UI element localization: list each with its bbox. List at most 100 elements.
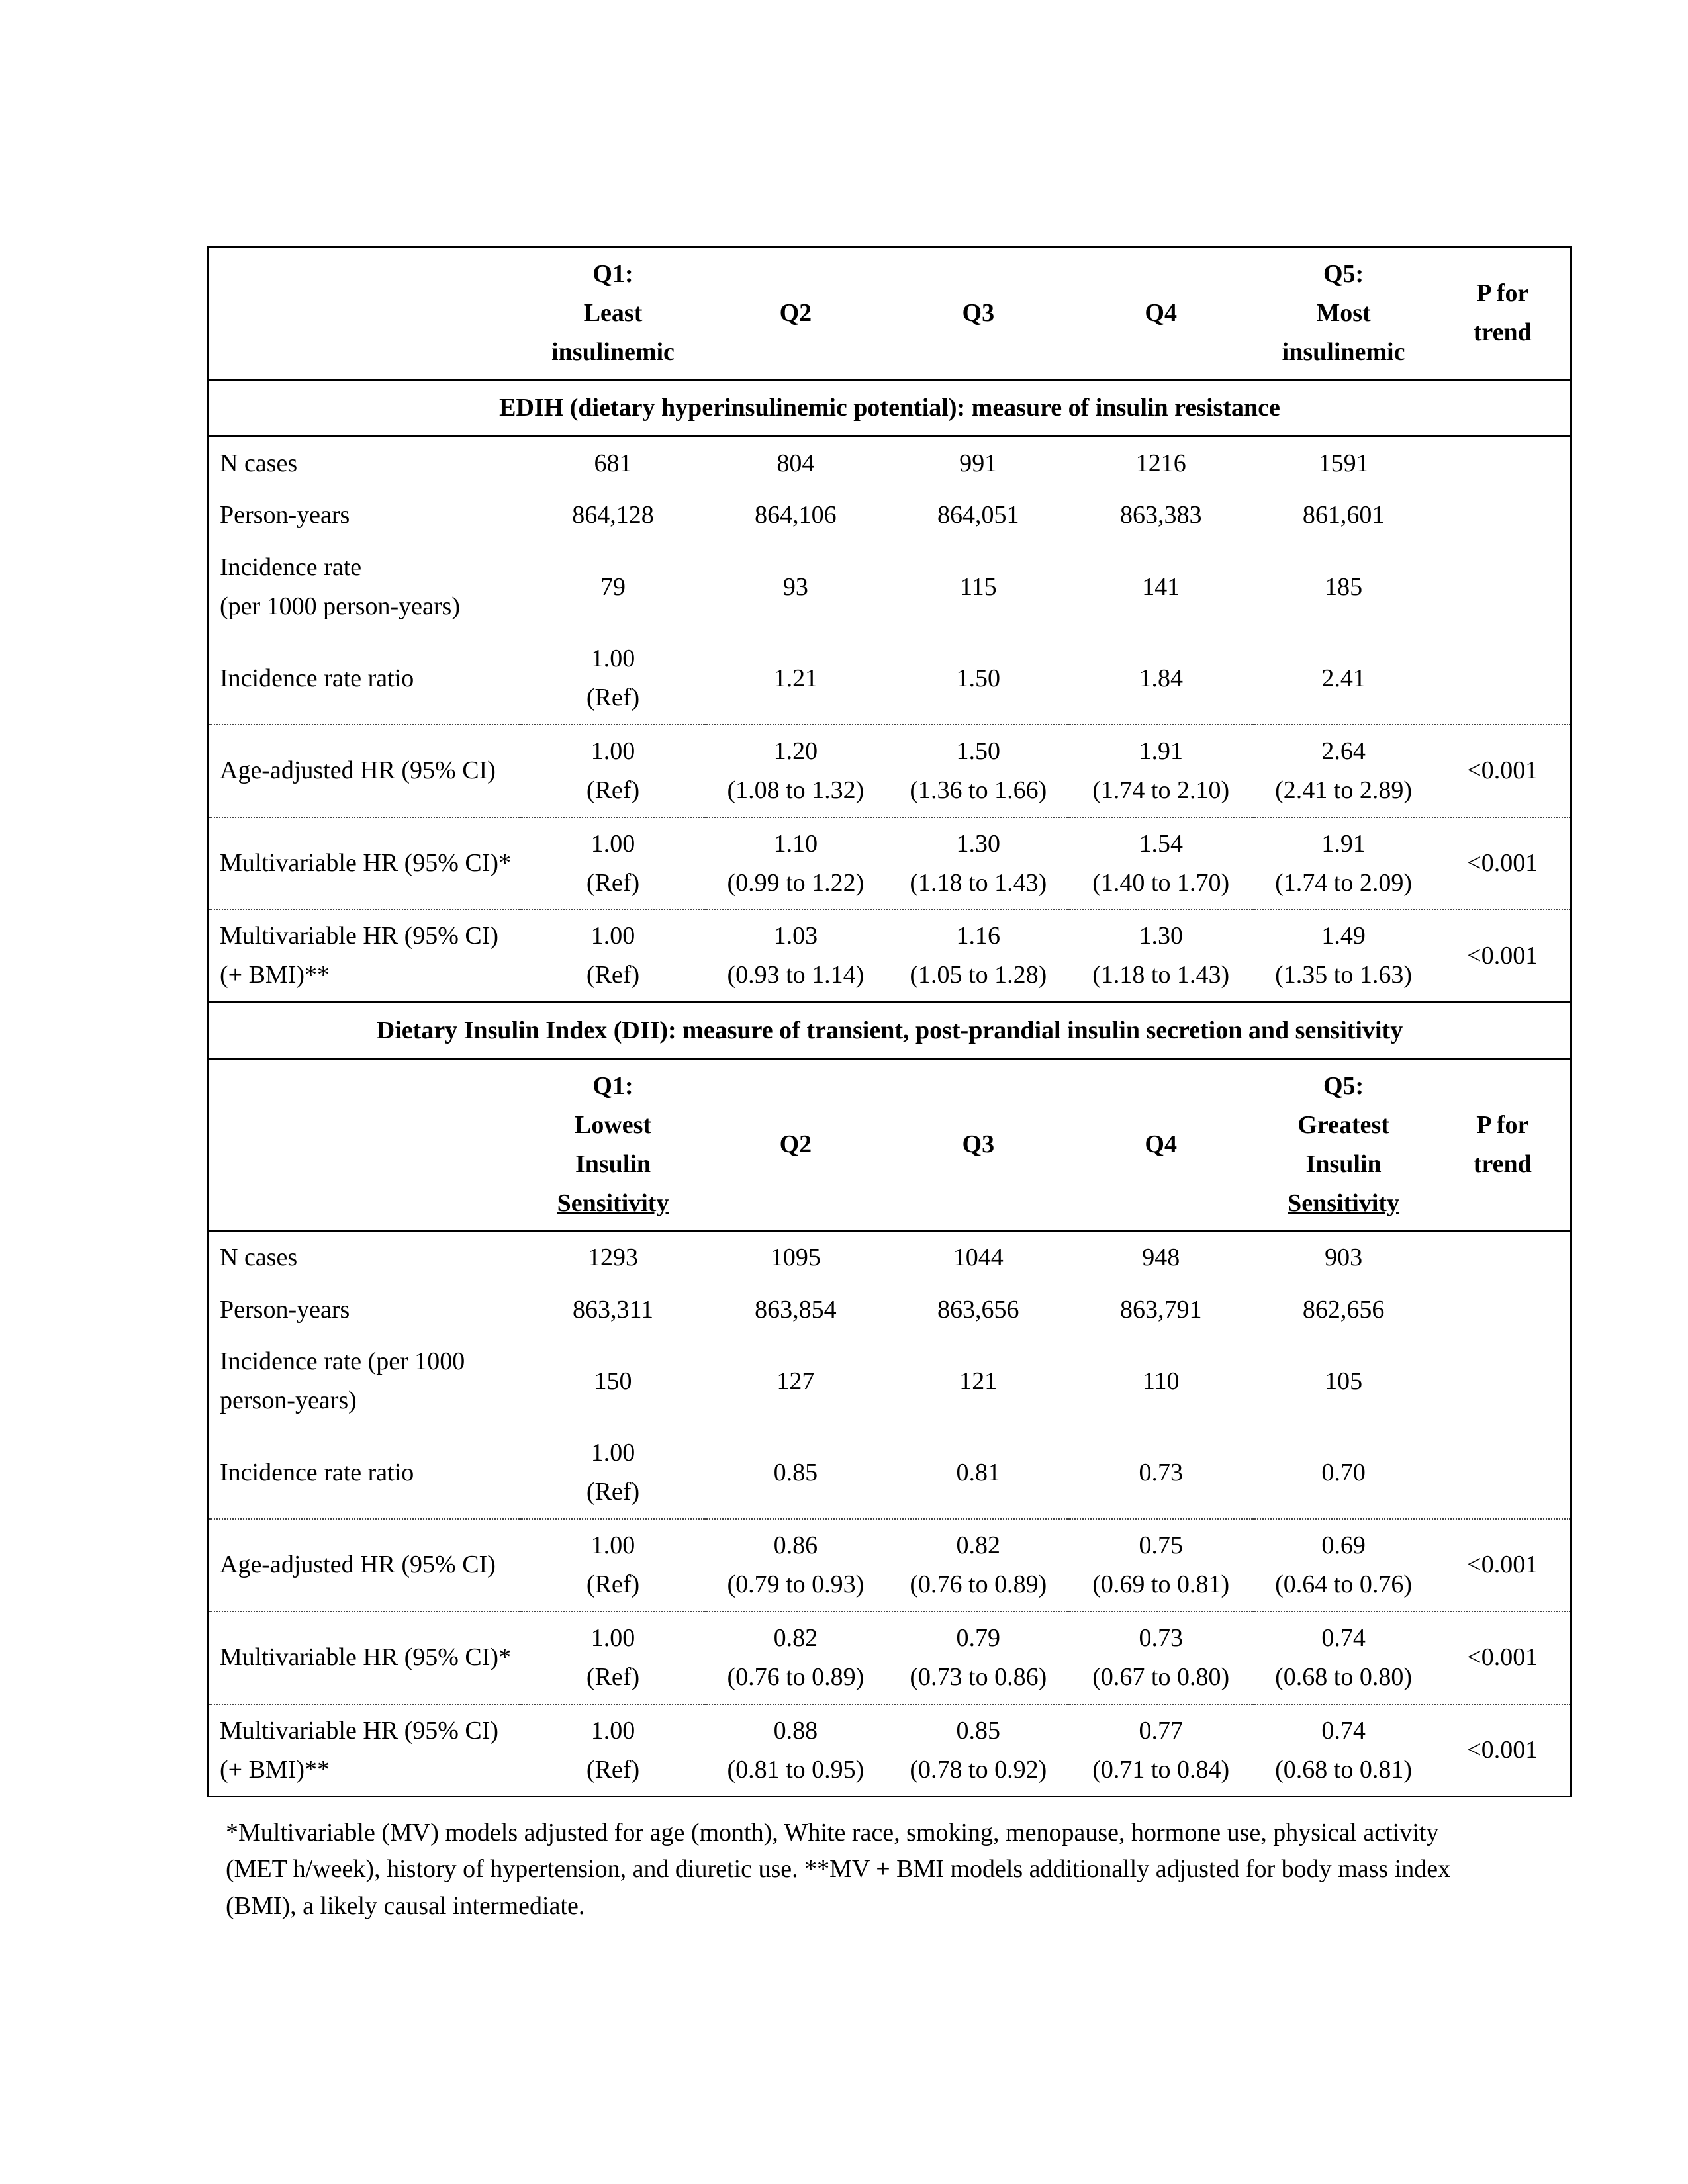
cell-ci: (1.18 to 1.43) bbox=[1092, 961, 1230, 989]
cell-value: 1.50 bbox=[956, 737, 1001, 765]
cell-value: 1.10 bbox=[773, 829, 818, 858]
table-row: Multivariable HR (95% CI)* 1.00 (Ref) 0.… bbox=[208, 1610, 1571, 1704]
cell-value: 1.00 bbox=[590, 1531, 635, 1560]
cell-value: <0.001 bbox=[1467, 1643, 1538, 1672]
p-trend-cell bbox=[1435, 436, 1571, 489]
cell-ci: (0.67 to 0.80) bbox=[1092, 1662, 1230, 1691]
header-line: Q5: bbox=[1323, 1072, 1364, 1101]
data-cell: 864,106 bbox=[704, 489, 887, 541]
data-cell: 0.74 (0.68 to 0.81) bbox=[1252, 1703, 1435, 1797]
row-label: Incidence rate ratio bbox=[209, 633, 522, 725]
cell-value: 1.00 bbox=[590, 1716, 635, 1745]
cell-value: 1044 bbox=[953, 1243, 1004, 1271]
cell-value: 2.41 bbox=[1321, 664, 1366, 692]
header-line: Q3 bbox=[962, 1130, 995, 1159]
results-table: Q1: Least insulinemic Q2 Q3 Q4 Q5: Most … bbox=[207, 246, 1572, 1798]
cell-value: 1293 bbox=[588, 1243, 639, 1271]
table-row: Multivariable HR (95% CI) (+ BMI)** 1.00… bbox=[208, 909, 1571, 1003]
header-line: Q4 bbox=[1145, 298, 1177, 327]
data-cell: 1.00 (Ref) bbox=[522, 1703, 704, 1797]
data-cell: 0.86 (0.79 to 0.93) bbox=[704, 1518, 887, 1612]
cell-value: 863,854 bbox=[755, 1295, 837, 1324]
data-cell: 861,601 bbox=[1252, 489, 1435, 541]
row-label-line: (+ BMI)** bbox=[220, 1755, 330, 1784]
header-line: Insulin bbox=[575, 1150, 651, 1178]
data-cell: 115 bbox=[887, 541, 1070, 633]
data-cell: 1.00 (Ref) bbox=[522, 1610, 704, 1704]
cell-ci: (1.35 to 1.63) bbox=[1275, 961, 1413, 989]
data-cell: 863,383 bbox=[1070, 489, 1252, 541]
table-row: Incidence rate ratio 1.00 (Ref) 0.85 0.8… bbox=[209, 1427, 1571, 1519]
cell-value: 864,128 bbox=[572, 501, 654, 529]
row-label: N cases bbox=[209, 1230, 522, 1283]
data-cell: 0.79 (0.73 to 0.86) bbox=[886, 1610, 1070, 1704]
data-cell: 1.00 (Ref) bbox=[522, 909, 704, 1003]
data-cell: 863,791 bbox=[1070, 1284, 1252, 1336]
cell-value: 1.00 bbox=[590, 645, 635, 673]
cell-ci: (1.08 to 1.32) bbox=[727, 776, 865, 804]
header-line: trend bbox=[1473, 318, 1532, 347]
cell-value: 185 bbox=[1325, 572, 1363, 601]
cell-value: 93 bbox=[782, 572, 808, 601]
cell-value: 0.77 bbox=[1139, 1716, 1183, 1745]
cell-ci: (1.18 to 1.43) bbox=[910, 868, 1047, 897]
cell-value: 681 bbox=[594, 449, 632, 477]
cell-value: 0.88 bbox=[773, 1716, 818, 1745]
cell-ci: (0.76 to 0.89) bbox=[727, 1662, 865, 1691]
cell-value: 105 bbox=[1325, 1367, 1363, 1395]
data-cell: 1.00 (Ref) bbox=[522, 633, 704, 725]
cell-value: 1.20 bbox=[773, 737, 818, 765]
p-trend-cell bbox=[1435, 633, 1571, 725]
header-line: Sensitivity bbox=[1288, 1189, 1400, 1217]
row-label: Person-years bbox=[209, 1284, 522, 1336]
data-cell: 0.73 (0.67 to 0.80) bbox=[1069, 1610, 1252, 1704]
row-label-line: N cases bbox=[220, 1243, 298, 1271]
cell-ci: (Ref) bbox=[586, 1662, 640, 1691]
cell-value: 1095 bbox=[770, 1243, 821, 1271]
row-label: Incidence rate (per 1000 person-years) bbox=[209, 541, 522, 633]
cell-ci: (1.05 to 1.28) bbox=[910, 961, 1047, 989]
edih-quintile-header-row: Q1: Least insulinemic Q2 Q3 Q4 Q5: Most … bbox=[208, 247, 1571, 381]
cell-ci: (0.76 to 0.89) bbox=[910, 1570, 1047, 1598]
cell-value: 115 bbox=[960, 572, 997, 601]
edih-q4-header: Q4 bbox=[1069, 247, 1252, 381]
p-trend-cell: <0.001 bbox=[1434, 1518, 1571, 1612]
cell-value: <0.001 bbox=[1467, 849, 1538, 878]
cell-value: 0.85 bbox=[773, 1458, 818, 1486]
data-cell: 1.30 (1.18 to 1.43) bbox=[886, 816, 1070, 910]
row-label: Multivariable HR (95% CI)* bbox=[208, 816, 522, 910]
cell-value: 127 bbox=[776, 1367, 815, 1395]
data-cell: 1.91 (1.74 to 2.09) bbox=[1252, 816, 1435, 910]
edih-q3-header: Q3 bbox=[886, 247, 1070, 381]
empty-header-cell bbox=[208, 1059, 522, 1232]
edih-q1-header: Q1: Least insulinemic bbox=[522, 247, 704, 381]
dii-section-title: Dietary Insulin Index (DII): measure of … bbox=[208, 1001, 1571, 1061]
row-label: N cases bbox=[209, 436, 522, 489]
edih-section-title: EDIH (dietary hyperinsulinemic potential… bbox=[208, 378, 1571, 437]
table-row: Multivariable HR (95% CI) (+ BMI)** 1.00… bbox=[208, 1703, 1571, 1797]
p-trend-cell: <0.001 bbox=[1434, 909, 1571, 1003]
cell-value: <0.001 bbox=[1467, 1551, 1538, 1579]
cell-value: 863,383 bbox=[1119, 501, 1202, 529]
row-label-line: Incidence rate bbox=[220, 553, 362, 582]
row-label: Multivariable HR (95% CI) (+ BMI)** bbox=[208, 1703, 522, 1797]
cell-value: 903 bbox=[1325, 1243, 1363, 1271]
table-row: Incidence rate (per 1000 person-years) 7… bbox=[209, 541, 1571, 633]
table-row: N cases 1293 1095 1044 948 903 bbox=[209, 1230, 1571, 1283]
cell-value: 0.75 bbox=[1139, 1531, 1183, 1560]
data-cell: 141 bbox=[1070, 541, 1252, 633]
row-label-line: Age-adjusted HR (95% CI) bbox=[220, 1551, 496, 1579]
table-row: N cases 681 804 991 1216 1591 bbox=[209, 436, 1571, 489]
row-label: Incidence rate (per 1000 person-years) bbox=[209, 1336, 522, 1427]
cell-value: 1.21 bbox=[773, 664, 818, 692]
data-cell: 948 bbox=[1070, 1230, 1252, 1283]
header-line: Sensitivity bbox=[557, 1189, 669, 1217]
row-label-line: Multivariable HR (95% CI)* bbox=[220, 1643, 512, 1672]
data-cell: 1591 bbox=[1252, 436, 1435, 489]
dii-q1-header: Q1: Lowest Insulin Sensitivity bbox=[522, 1059, 704, 1232]
table-row: Incidence rate ratio 1.00 (Ref) 1.21 1.5… bbox=[209, 633, 1571, 725]
cell-value: 1.16 bbox=[956, 922, 1001, 950]
table-row: Multivariable HR (95% CI)* 1.00 (Ref) 1.… bbox=[208, 816, 1571, 910]
cell-ci: (0.79 to 0.93) bbox=[727, 1570, 865, 1598]
